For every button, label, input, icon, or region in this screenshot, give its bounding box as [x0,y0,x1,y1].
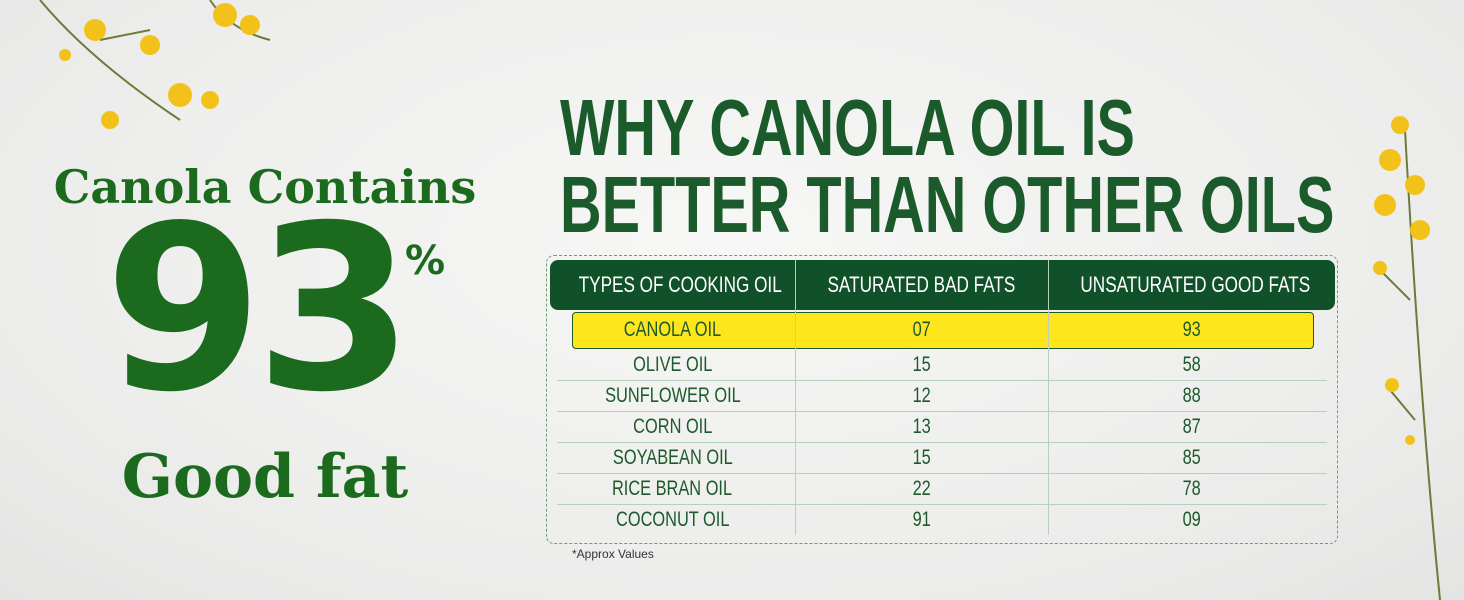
table-cell: OLIVE OIL [550,349,795,380]
table-cell: 93 [1048,312,1335,347]
cell-text: CORN OIL [632,415,713,438]
cell-text: 78 [1182,477,1201,500]
cell-text: UNSATURATED GOOD FATS [1080,272,1311,297]
row-divider [557,504,1327,505]
table-cell: 58 [1048,349,1335,380]
table-cell: COCONUT OIL [550,504,795,535]
cell-text: 22 [912,477,931,500]
row-highlight [572,312,1314,349]
cell-text: 87 [1182,415,1201,438]
table-cell: 22 [795,473,1048,504]
cell-text: 91 [912,508,931,531]
row-divider [557,473,1327,474]
table-cell: SUNFLOWER OIL [550,380,795,411]
lead-unit: % [405,238,446,284]
cell-text: 58 [1182,353,1201,376]
header-cell: SATURATED BAD FATS [795,260,1048,310]
table-cell: 15 [795,349,1048,380]
row-divider [557,442,1327,443]
table-cell: 15 [795,442,1048,473]
cell-text: 07 [912,318,931,341]
table-cell: 88 [1048,380,1335,411]
row-divider [557,411,1327,412]
cell-text: SUNFLOWER OIL [604,384,741,407]
table-cell: SOYABEAN OIL [550,442,795,473]
lead-line: Canola Contains [53,160,477,214]
cell-text: SOYABEAN OIL [612,446,733,469]
cell-text: 15 [912,446,931,469]
table-cell: 85 [1048,442,1335,473]
cell-text: CANOLA OIL [623,318,722,341]
column-divider [1048,260,1049,535]
cell-text: RICE BRAN OIL [612,477,733,500]
table-cell: CORN OIL [550,411,795,442]
column-divider [795,260,796,535]
table-frame [546,255,1338,544]
cell-text: 15 [912,353,931,376]
cell-text: 88 [1182,384,1201,407]
table-cell: 07 [795,312,1048,347]
footnote: *Approx Values [572,547,654,561]
row-divider [557,380,1327,381]
cell-text: 93 [1182,318,1201,341]
header-cell: TYPES OF COOKING OIL [550,260,795,310]
table-cell: 13 [795,411,1048,442]
cell-text: 13 [912,415,931,438]
cell-text: COCONUT OIL [615,508,730,531]
cell-text: OLIVE OIL [632,353,713,376]
table-cell: RICE BRAN OIL [550,473,795,504]
lead-line: Good fat [121,442,409,512]
header-cell: UNSATURATED GOOD FATS [1048,260,1335,310]
lead-figure: 93 [104,176,413,442]
cell-text: TYPES OF COOKING OIL [578,272,782,297]
table-header [550,260,1335,310]
table-cell: CANOLA OIL [550,312,795,347]
cell-text: 85 [1182,446,1201,469]
table-cell: 12 [795,380,1048,411]
table-cell: 91 [795,504,1048,535]
cell-text: 09 [1182,508,1201,531]
cell-text: SATURATED BAD FATS [827,272,1016,297]
table-cell: 78 [1048,473,1335,504]
heading: WHY CANOLA OIL IS [560,83,1135,172]
table-cell: 09 [1048,504,1335,535]
cell-text: 12 [912,384,931,407]
table-cell: 87 [1048,411,1335,442]
heading: BETTER THAN OTHER OILS [560,160,1335,249]
